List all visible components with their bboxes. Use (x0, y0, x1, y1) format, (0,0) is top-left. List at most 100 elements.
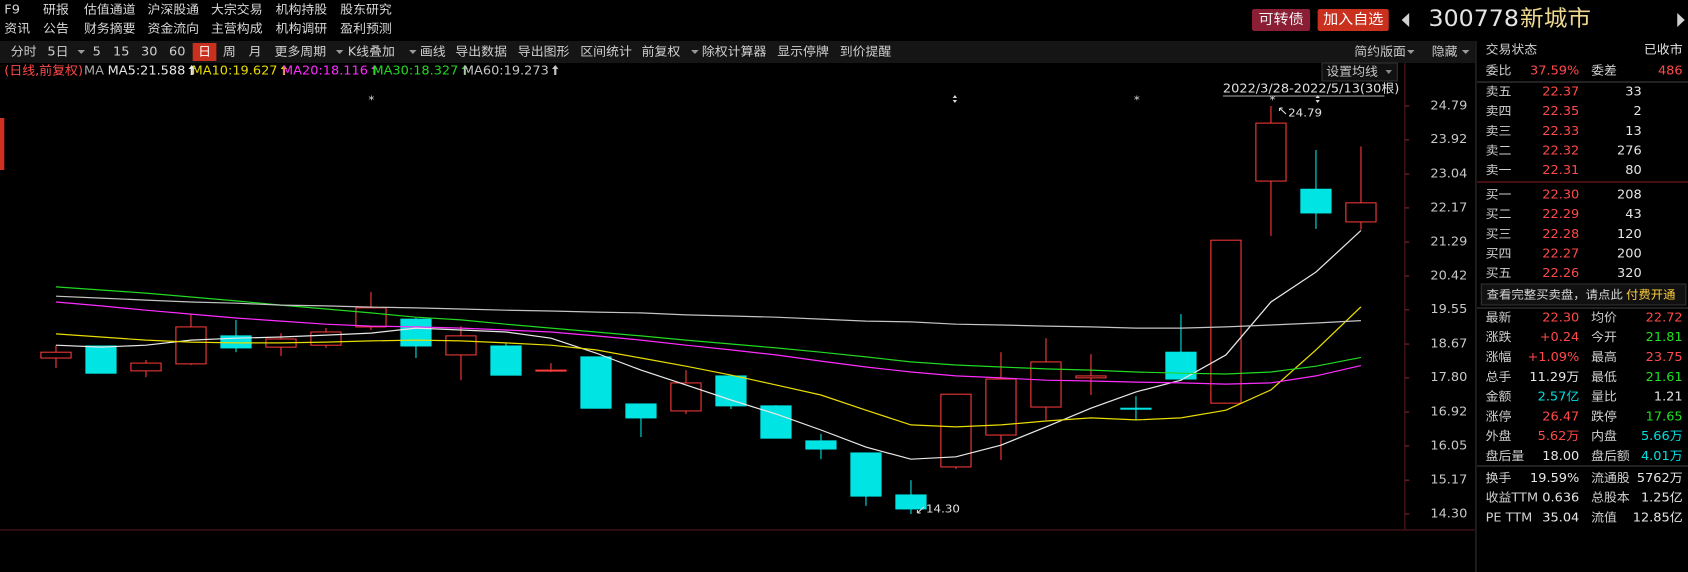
event-marker[interactable] (1315, 95, 1320, 103)
dropdown-arrow (1385, 70, 1392, 74)
toolbar-item[interactable]: 5日 (47, 44, 68, 58)
candle-body (670, 382, 702, 412)
menu-item[interactable]: 研报 (43, 2, 69, 16)
notice-link[interactable]: 付费开通 (1626, 288, 1676, 301)
stat-label: 均价 (1591, 310, 1617, 324)
stat-value: 5.66万 (1641, 429, 1683, 443)
menu-item[interactable]: 估值通道 (84, 2, 136, 16)
toolbar-item[interactable]: 除权计算器 (702, 44, 767, 58)
ratio-cell: 37.59% (1530, 63, 1579, 77)
toolbar-item[interactable]: 导出图形 (518, 44, 570, 58)
toolbar-item[interactable]: 30 (141, 44, 157, 58)
menu-item[interactable]: 大宗交易 (211, 2, 263, 16)
toolbar-item[interactable]: 隐藏 (1432, 44, 1458, 58)
toolbar-item[interactable]: 简约版面 (1354, 44, 1406, 58)
candle-body (1075, 375, 1107, 379)
book-label: 卖三 (1486, 123, 1512, 137)
stat-label: 总股本 (1591, 490, 1630, 504)
legend-arrow (371, 65, 378, 75)
add-watch-label[interactable]: 加入自选 (1323, 11, 1384, 27)
toolbar-item[interactable]: 15 (113, 44, 129, 58)
toolbar-item[interactable]: 区间统计 (580, 44, 632, 58)
ma-settings-label[interactable]: 设置均线 (1326, 64, 1378, 78)
menu-item[interactable]: 财务摘要 (84, 21, 136, 35)
toolbar-item[interactable]: 更多周期 (275, 44, 327, 58)
toolbar-item[interactable]: 周 (223, 44, 236, 58)
book-volume: 200 (1617, 246, 1642, 260)
toolbar-item[interactable]: 显示停牌 (777, 44, 829, 58)
prev-arrow[interactable] (1401, 13, 1410, 27)
menu-item[interactable]: 盈利预测 (340, 21, 392, 35)
notice-box[interactable] (1480, 283, 1687, 306)
candle-body (310, 331, 342, 346)
notice-text[interactable]: 查看完整买卖盘，请点此 (1487, 287, 1623, 301)
book-volume: 33 (1625, 84, 1641, 98)
stat-value: 22.30 (1542, 310, 1579, 324)
menu-item[interactable]: F9 (4, 2, 20, 16)
legend-arrow (188, 65, 196, 75)
add-watch-button[interactable] (1317, 9, 1389, 31)
candle-body (940, 393, 972, 468)
candle-body (1300, 188, 1332, 214)
stat-label: 流值 (1591, 510, 1617, 524)
candle-body (445, 335, 477, 356)
stat-value: 21.81 (1646, 330, 1683, 344)
status-value: 已收市 (1644, 42, 1683, 56)
candle-body (355, 307, 387, 328)
menu-item[interactable]: 资金流向 (147, 21, 199, 35)
event-marker[interactable]: * (368, 93, 374, 106)
toolbar-item[interactable]: 到价提醒 (840, 44, 892, 58)
toolbar-item[interactable]: K线叠加 (348, 44, 395, 58)
book-volume: 276 (1617, 143, 1642, 157)
convertible-label[interactable]: 可转债 (1258, 11, 1303, 27)
stat-value: 19.59% (1530, 470, 1579, 484)
book-price: 22.29 (1542, 207, 1579, 221)
legend-entry: MA60:19.273 (463, 63, 549, 77)
menu-item[interactable]: 机构持股 (276, 2, 328, 16)
ma-line (55, 295, 1361, 329)
toolbar-item[interactable]: 导出数据 (455, 44, 507, 58)
ratio-cell: 486 (1658, 63, 1683, 77)
y-tick-label: 16.05 (1430, 438, 1467, 452)
stock-name: 新城市 (1520, 7, 1591, 32)
toolbar-item[interactable]: 60 (169, 44, 185, 58)
book-volume: 2 (1633, 104, 1641, 118)
menu-item[interactable]: 沪深股通 (147, 2, 199, 16)
high-pointer (1279, 107, 1287, 115)
toolbar-item[interactable]: 画线 (420, 44, 446, 58)
ma-label: MA (84, 63, 104, 77)
legend-entry: MA30:18.327 (372, 63, 458, 77)
y-tick-label: 18.67 (1430, 336, 1467, 350)
stat-label: 换手 (1486, 470, 1512, 484)
menu-item[interactable]: 机构调研 (276, 21, 328, 35)
candle-body (985, 378, 1017, 436)
toolbar-item[interactable]: 分时 (11, 44, 37, 58)
stat-label: 涨跌 (1486, 330, 1512, 344)
stat-label: 最高 (1591, 349, 1617, 363)
low-label: 14.30 (926, 502, 960, 515)
stat-value: 4.01万 (1641, 448, 1683, 462)
legend-arrow (461, 65, 469, 75)
stat-value: 21.61 (1646, 369, 1683, 383)
menu-item[interactable]: 资讯 (4, 21, 30, 35)
stat-value: +0.24 (1540, 330, 1580, 344)
next-arrow[interactable] (1677, 13, 1685, 27)
event-marker[interactable]: * (1270, 93, 1276, 106)
toolbar-item[interactable]: 日 (198, 44, 211, 58)
toolbar-item[interactable]: 5 (93, 44, 101, 58)
menu-item[interactable]: 公告 (43, 21, 69, 35)
toolbar-item[interactable]: 月 (249, 44, 262, 58)
ma-settings-button[interactable] (1321, 62, 1398, 82)
candle-body (1165, 351, 1197, 380)
event-marker[interactable] (952, 95, 958, 103)
convertible-button[interactable] (1252, 9, 1311, 31)
stat-value: 11.29万 (1529, 369, 1579, 383)
candle-body (715, 375, 747, 407)
candle-body (895, 494, 927, 510)
event-marker[interactable]: * (1134, 93, 1140, 106)
menu-item[interactable]: 主营构成 (211, 21, 263, 35)
toolbar-item[interactable]: 前复权 (642, 44, 681, 58)
menu-item[interactable]: 股东研究 (340, 2, 392, 16)
stat-value: 1.25亿 (1641, 490, 1683, 504)
stat-value: 22.72 (1646, 310, 1683, 324)
